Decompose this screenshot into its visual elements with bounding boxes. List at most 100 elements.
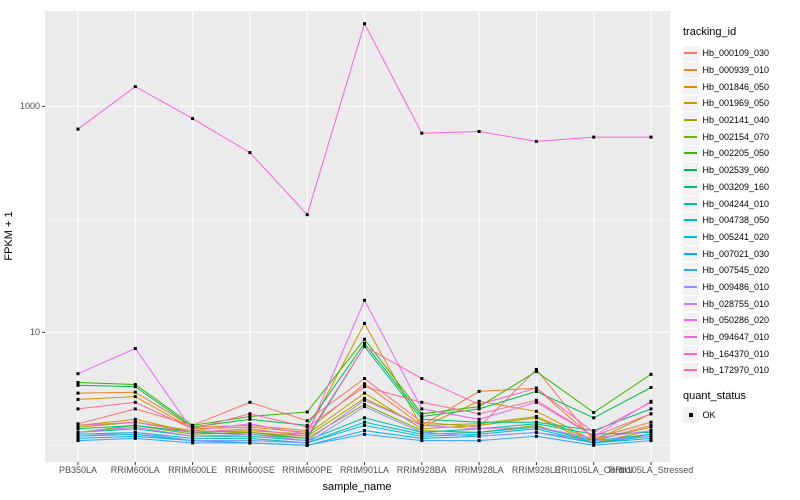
data-point-marker	[649, 436, 653, 440]
data-point-marker	[534, 370, 538, 373]
data-point-marker	[191, 425, 195, 429]
legend-line-icon	[684, 85, 698, 88]
x-tick-label: RRIM600LA	[110, 465, 160, 475]
legend-item: Hb_004738_050	[683, 212, 799, 229]
data-point-marker	[363, 391, 366, 395]
legend-item: Hb_003209_160	[683, 179, 799, 196]
data-point-marker	[133, 432, 137, 436]
legend-item: Hb_002141_040	[683, 112, 799, 129]
data-point-marker	[248, 430, 252, 434]
data-point-marker	[133, 85, 137, 89]
data-point-marker	[248, 400, 252, 404]
data-point-marker	[477, 399, 481, 403]
data-point-marker	[133, 427, 137, 431]
data-point-marker	[649, 429, 653, 433]
data-point-marker	[363, 416, 366, 420]
data-point-marker	[649, 430, 653, 434]
data-point-marker	[592, 439, 596, 443]
data-point-marker	[305, 410, 309, 414]
legend-line-icon	[684, 202, 698, 205]
legend-line-icon	[684, 285, 698, 288]
x-tick-label: RRIM600SE	[224, 465, 275, 475]
data-point-marker	[76, 434, 80, 438]
data-point-marker	[363, 382, 366, 386]
data-point-marker	[649, 135, 653, 139]
legend-key-swatch	[683, 162, 699, 178]
x-tick-label: RRIM928BA	[396, 465, 447, 475]
data-point-marker	[76, 427, 80, 431]
data-point-marker	[305, 439, 309, 443]
x-tick-label: RRIM901LA	[339, 465, 390, 475]
data-point-marker	[534, 430, 538, 434]
data-point-marker	[534, 422, 538, 426]
legend-line-icon	[684, 69, 698, 72]
legend-item: Hb_007021_030	[683, 245, 799, 262]
legend-item-label: Hb_005241_020	[702, 231, 770, 242]
data-point-marker	[363, 405, 366, 409]
legend-line-icon	[684, 152, 698, 155]
legend-line-icon	[684, 352, 698, 355]
legend-line-icon	[684, 135, 698, 138]
legend-item: Hb_172970_010	[683, 362, 799, 379]
data-point-marker	[592, 411, 596, 414]
data-point-marker	[191, 432, 195, 436]
data-point-marker	[248, 429, 252, 433]
legend-line-icon	[684, 369, 698, 372]
data-point-marker	[592, 432, 596, 436]
data-point-marker	[649, 407, 653, 411]
legend-item-label: Hb_004738_050	[702, 215, 770, 226]
legend-key-swatch	[683, 212, 699, 228]
data-point-marker	[477, 130, 481, 133]
data-point-marker	[305, 429, 309, 433]
legend-line-icon	[684, 319, 698, 322]
panel-background	[45, 11, 670, 462]
data-point-marker	[534, 434, 538, 438]
data-point-marker	[592, 135, 596, 139]
legend-line-icon	[684, 252, 698, 255]
data-point-marker	[420, 412, 424, 416]
square-marker-icon	[688, 412, 693, 418]
data-point-marker	[76, 127, 80, 131]
legend-key-swatch	[683, 112, 699, 128]
legend-item-label: Hb_007545_020	[702, 265, 770, 276]
data-point-marker	[248, 415, 252, 418]
data-point-marker	[420, 432, 424, 436]
data-point-marker	[76, 436, 80, 440]
data-point-marker	[534, 427, 538, 431]
data-point-marker	[363, 432, 366, 436]
data-point-marker	[76, 381, 80, 384]
data-point-marker	[477, 439, 481, 443]
data-point-marker	[592, 436, 596, 440]
data-point-marker	[477, 425, 481, 429]
legend-key-swatch	[683, 229, 699, 245]
data-point-marker	[363, 377, 366, 380]
data-point-marker	[133, 420, 137, 424]
legend-line-icon	[684, 269, 698, 272]
data-point-marker	[133, 390, 137, 394]
data-point-marker	[248, 423, 252, 427]
data-point-marker	[305, 425, 309, 429]
data-point-marker	[305, 419, 309, 423]
data-point-marker	[76, 407, 80, 411]
data-point-marker	[534, 425, 538, 429]
legend-line-icon	[684, 302, 698, 305]
data-point-marker	[133, 347, 137, 350]
data-point-marker	[191, 439, 195, 443]
data-point-marker	[534, 409, 538, 413]
data-point-marker	[363, 420, 366, 424]
data-point-marker	[191, 434, 195, 438]
legend-item: Hb_001846_050	[683, 78, 799, 95]
data-point-marker	[477, 432, 481, 436]
data-point-marker	[420, 427, 424, 431]
data-point-marker	[420, 377, 424, 380]
legend-item-label: Hb_002141_040	[702, 115, 770, 126]
data-point-marker	[534, 415, 538, 418]
data-point-marker	[133, 436, 137, 440]
data-point-marker	[76, 423, 80, 427]
data-point-marker	[133, 434, 137, 438]
data-point-marker	[363, 22, 366, 26]
legend-item: Hb_164370_010	[683, 345, 799, 362]
data-point-marker	[191, 436, 195, 440]
data-point-marker	[420, 434, 424, 438]
